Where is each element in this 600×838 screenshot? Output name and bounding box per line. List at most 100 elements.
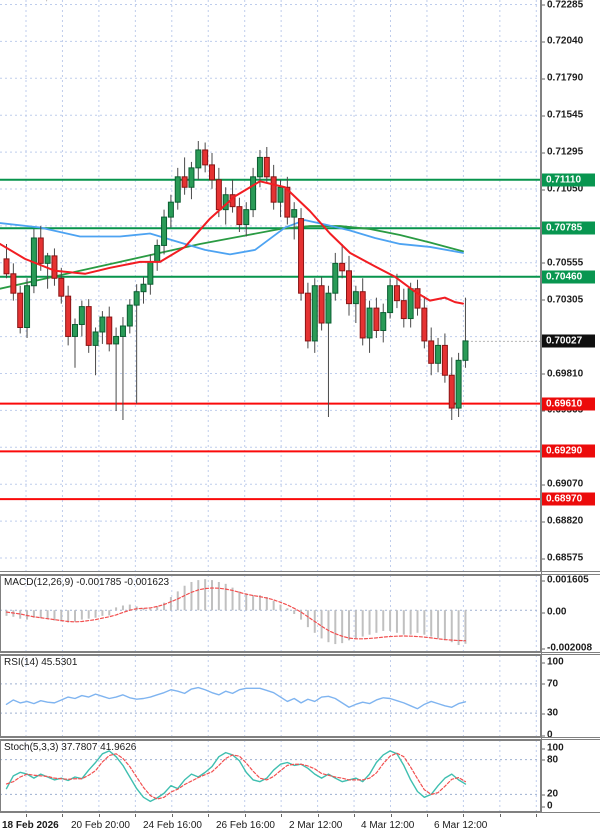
time-axis-label: 18 Feb 2026 — [2, 820, 59, 831]
bear-candle — [373, 307, 380, 331]
panel-divider[interactable] — [0, 654, 600, 655]
bull-candle — [126, 304, 133, 327]
macd-label: MACD(12,26,9) -0.001785 -0.001623 — [4, 577, 170, 588]
time-tick — [208, 814, 210, 817]
bear-candle — [10, 273, 17, 294]
rsi-canvas[interactable] — [0, 655, 541, 737]
time-tick — [463, 814, 465, 817]
bull-candle — [24, 285, 31, 328]
price-chart-canvas[interactable] — [0, 0, 541, 571]
bull-candle — [366, 307, 373, 339]
main-price-panel: AUDUSD,H4 0.69907 0.70217 0.69867 0.7002… — [0, 0, 600, 571]
time-tick — [135, 814, 137, 817]
time-tick — [26, 814, 27, 817]
bull-candle — [277, 186, 284, 203]
resistance-price-badge: 0.71110 — [541, 173, 595, 187]
bull-candle — [147, 261, 154, 285]
bear-candle — [359, 291, 366, 339]
macd-axis-label: 0.00 — [541, 607, 566, 618]
price-axis[interactable]: 0.72285 0.72040 0.71790 0.71545 0.71295 0.710… — [541, 0, 600, 571]
time-tick — [354, 814, 356, 817]
bear-candle — [284, 186, 291, 218]
bull-candle — [119, 325, 126, 337]
time-tick — [244, 814, 246, 817]
panel-divider[interactable] — [0, 812, 600, 813]
bear-candle — [428, 340, 435, 364]
price-axis-label: 0.72285 — [541, 0, 583, 10]
macd-axis[interactable]: 0.001605 0.00 -0.002008 — [541, 575, 600, 654]
stochastic-axis-label: 20 — [541, 789, 558, 800]
bear-candle — [17, 292, 24, 328]
bull-candle — [455, 359, 462, 409]
bull-candle — [435, 344, 442, 364]
bull-candle — [99, 316, 106, 333]
bull-candle — [78, 306, 85, 326]
bull-candle — [195, 149, 202, 169]
bear-candle — [270, 176, 277, 203]
stochastic-axis-label: 0 — [541, 801, 553, 812]
bull-candle — [133, 291, 140, 306]
bear-candle — [421, 307, 428, 342]
time-tick — [98, 814, 100, 817]
bear-candle — [51, 255, 58, 279]
stochastic-axis[interactable]: 100 80 20 0 — [541, 740, 600, 812]
bear-candle — [236, 206, 243, 226]
bull-candle — [188, 167, 195, 188]
rsi-axis[interactable]: 100 70 30 0 — [541, 655, 600, 741]
stochastic-label: Stoch(5,3,3) 37.7807 41.9626 — [4, 742, 137, 753]
price-axis-label: 0.71545 — [541, 110, 583, 121]
bull-candle — [387, 285, 394, 314]
rsi-label: RSI(14) 45.5301 — [4, 657, 78, 668]
bull-candle — [140, 283, 147, 293]
price-axis-label: 0.68820 — [541, 516, 583, 527]
stochastic-canvas[interactable] — [0, 740, 541, 812]
bear-candle — [318, 285, 325, 324]
panel-divider[interactable] — [0, 739, 600, 740]
bear-candle — [215, 179, 222, 211]
bull-candle — [325, 292, 332, 324]
price-axis-label: 0.71295 — [541, 147, 583, 158]
bull-candle — [256, 156, 263, 178]
time-axis-label: 6 Mar 12:00 — [434, 820, 488, 831]
price-axis-label: 0.71790 — [541, 73, 583, 84]
rsi-panel: RSI(14) 45.5301 100 70 30 0 — [0, 655, 600, 741]
time-axis[interactable]: 18 Feb 2026 20 Feb 20:00 24 Feb 16:00 26 Fe… — [0, 814, 600, 838]
time-tick — [390, 814, 392, 817]
stochastic-panel: Stoch(5,3,3) 37.7807 41.9626 100 80 20 0 — [0, 740, 600, 812]
time-tick — [536, 814, 538, 817]
panel-divider[interactable] — [0, 571, 600, 572]
bull-candle — [332, 262, 339, 294]
panel-divider[interactable] — [0, 574, 600, 575]
macd-canvas[interactable] — [0, 575, 541, 652]
bull-candle — [167, 201, 174, 218]
bull-candle — [291, 209, 298, 218]
bear-candle — [85, 306, 92, 346]
bear-candle — [393, 285, 400, 302]
panel-divider[interactable] — [0, 652, 600, 653]
bull-candle — [352, 291, 359, 305]
bear-candle — [263, 156, 270, 178]
time-axis-label: 2 Mar 12:00 — [289, 820, 343, 831]
rsi-axis-label: 70 — [541, 678, 558, 689]
price-axis-label: 0.70305 — [541, 294, 583, 305]
bull-candle — [44, 255, 51, 264]
bear-candle — [58, 277, 65, 297]
macd-axis-label: 0.001605 — [541, 575, 589, 586]
bear-candle — [106, 316, 113, 345]
bear-candle — [346, 270, 352, 305]
bull-candle — [113, 335, 120, 345]
price-axis-label: 0.70555 — [541, 257, 583, 268]
time-tick — [62, 814, 64, 817]
time-axis-label: 20 Feb 20:00 — [71, 820, 130, 831]
time-tick — [171, 814, 173, 817]
bear-candle — [400, 300, 407, 320]
time-tick — [317, 814, 319, 817]
support-price-badge: 0.69290 — [541, 444, 595, 458]
bull-candle — [161, 216, 168, 246]
resistance-price-badge: 0.70460 — [541, 270, 595, 284]
bull-candle — [407, 288, 414, 320]
panel-divider[interactable] — [0, 737, 600, 738]
time-axis-label: 24 Feb 16:00 — [143, 820, 202, 831]
bull-candle — [311, 285, 318, 342]
